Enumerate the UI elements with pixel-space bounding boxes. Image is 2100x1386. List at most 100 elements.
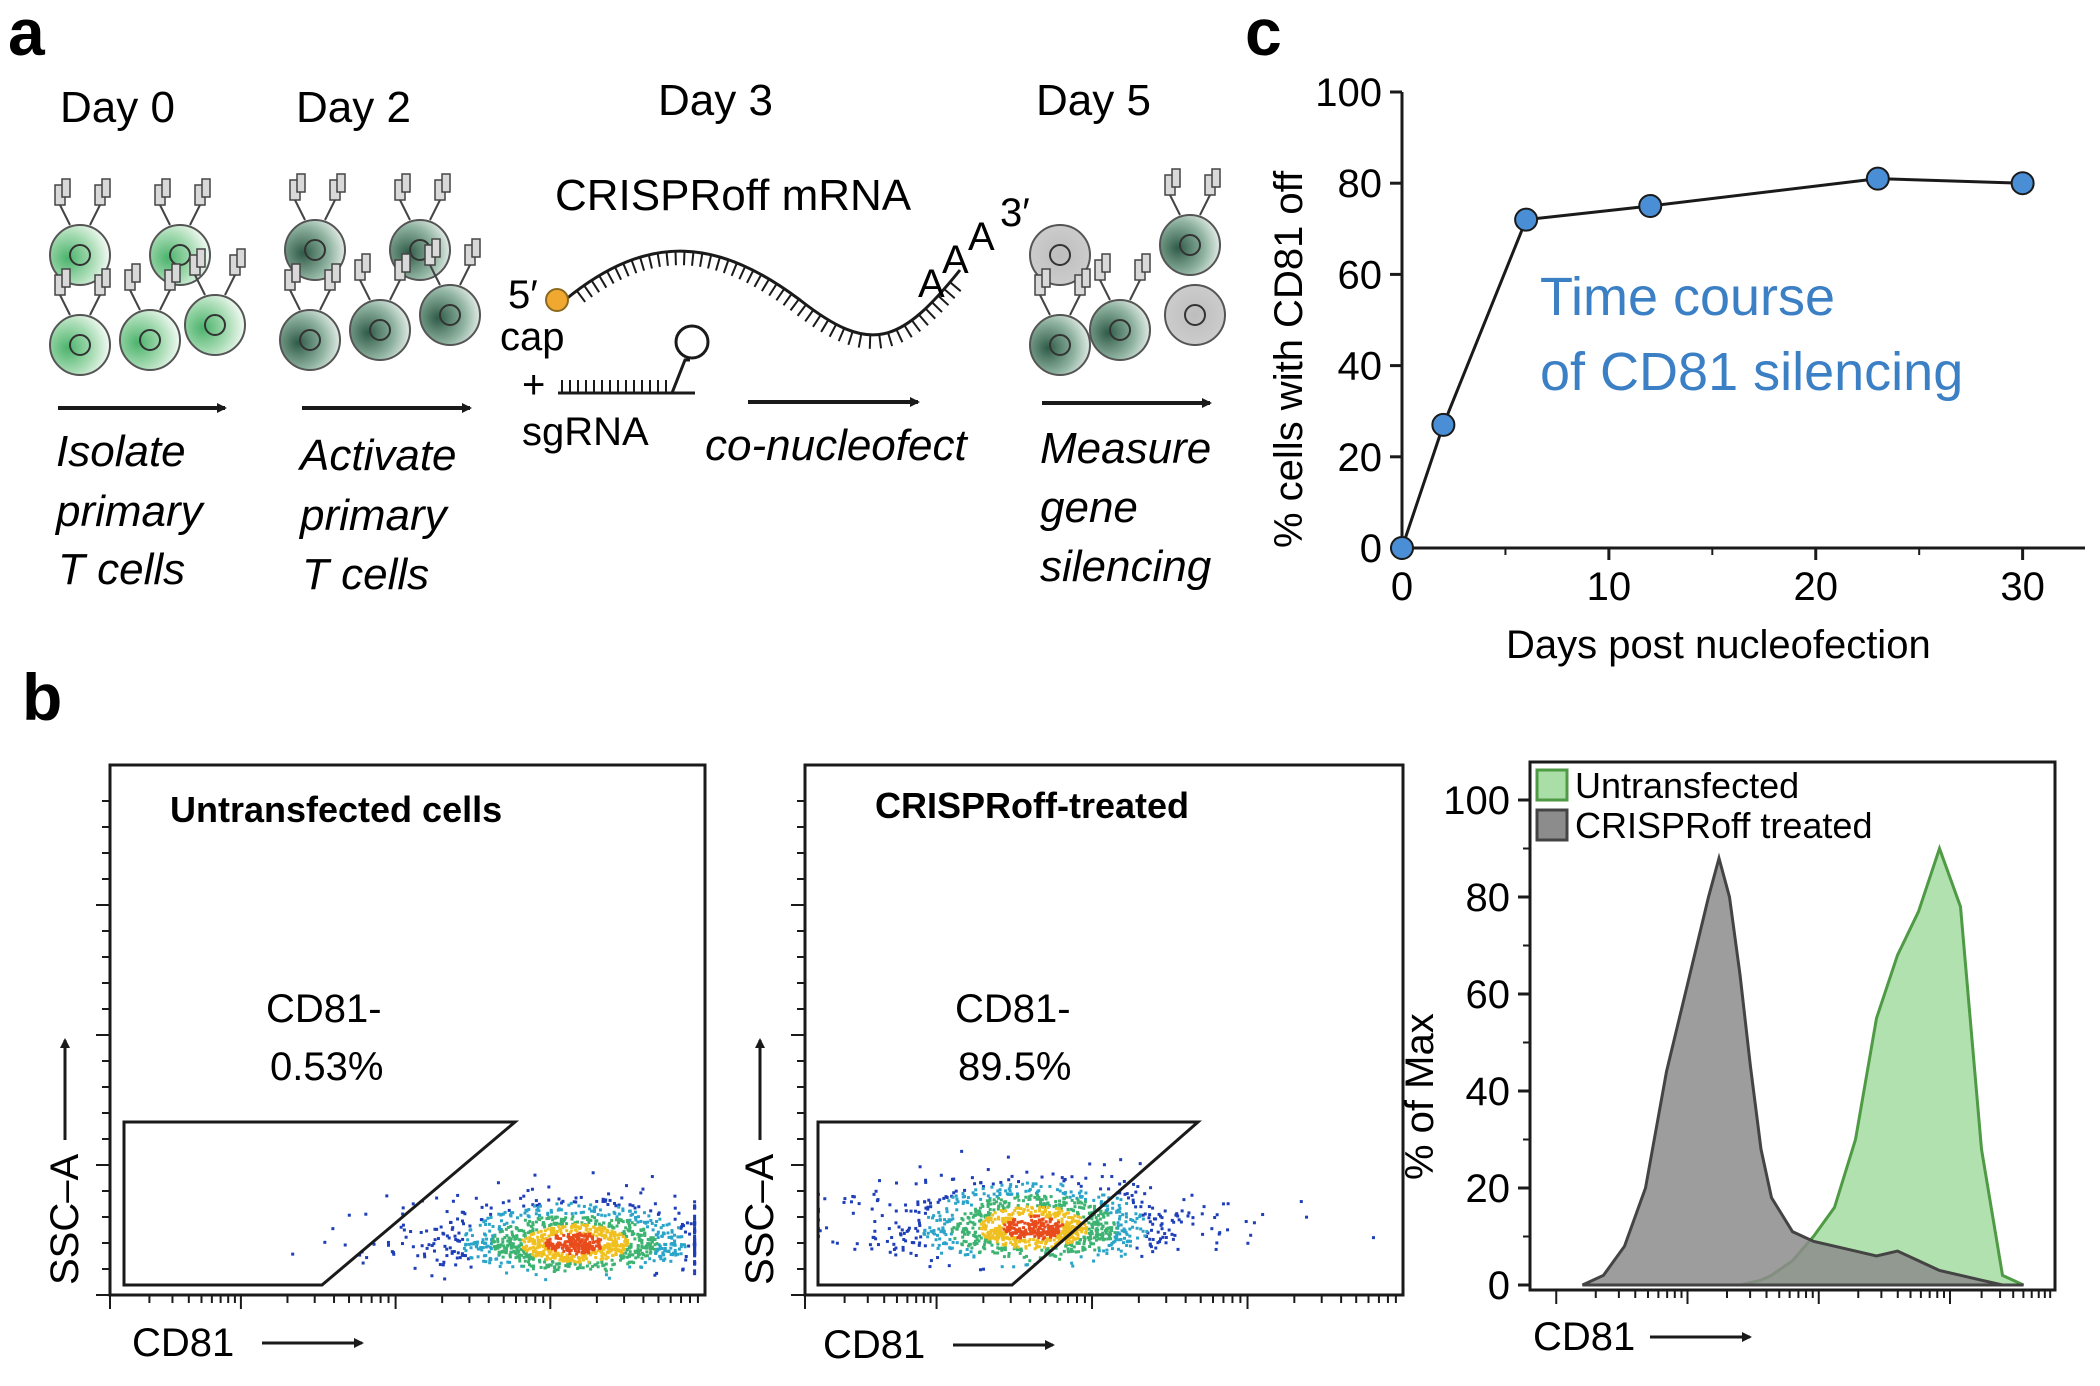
- event-dot: [636, 1215, 640, 1219]
- event-dot: [565, 1229, 569, 1233]
- event-dot: [924, 1178, 928, 1182]
- event-dot: [1099, 1200, 1103, 1204]
- event-dot: [496, 1240, 500, 1244]
- mrna-tooth: [903, 324, 913, 338]
- event-dot: [1016, 1245, 1020, 1249]
- event-dot: [1130, 1193, 1134, 1197]
- event-dot: [1044, 1215, 1048, 1219]
- event-dot: [660, 1247, 664, 1251]
- event-dot: [655, 1247, 659, 1251]
- event-dot: [548, 1257, 552, 1261]
- event-dot: [627, 1245, 631, 1249]
- event-dot: [942, 1229, 946, 1233]
- event-dot: [488, 1229, 492, 1233]
- event-dot: [890, 1236, 894, 1240]
- event-dot: [492, 1240, 496, 1244]
- annotation-line-2: of CD81 silencing: [1540, 342, 1963, 402]
- event-dot: [586, 1235, 590, 1239]
- event-dot: [558, 1242, 562, 1246]
- event-dot: [614, 1204, 618, 1208]
- event-dot: [984, 1235, 988, 1239]
- event-dot: [1062, 1249, 1066, 1253]
- event-dot: [502, 1223, 506, 1227]
- event-dot: [567, 1261, 571, 1265]
- event-dot: [435, 1258, 439, 1262]
- event-dot: [1034, 1182, 1038, 1186]
- event-dot: [560, 1251, 564, 1255]
- event-dot: [506, 1225, 510, 1229]
- event-dot: [662, 1232, 666, 1236]
- flow-axis-ticks: [791, 800, 1397, 1309]
- event-dot: [1013, 1245, 1017, 1249]
- event-dot: [979, 1236, 983, 1240]
- event-dot: [531, 1223, 535, 1227]
- event-dot: [442, 1260, 446, 1264]
- event-dot: [1032, 1225, 1036, 1229]
- event-dot: [649, 1236, 653, 1240]
- event-dot: [929, 1205, 933, 1209]
- event-dot: [1108, 1226, 1112, 1230]
- event-dot: [547, 1238, 551, 1242]
- event-dot: [661, 1223, 665, 1227]
- event-dot: [1123, 1236, 1127, 1240]
- event-dot: [586, 1247, 590, 1251]
- event-dot: [549, 1249, 553, 1253]
- event-dot: [603, 1244, 607, 1248]
- event-dot: [599, 1250, 603, 1254]
- t-cell-icon: [119, 263, 181, 371]
- event-dot: [613, 1237, 617, 1241]
- mrna-tooth: [937, 294, 950, 306]
- event-dot: [693, 1200, 697, 1204]
- event-dot: [655, 1219, 659, 1223]
- event-dot: [598, 1208, 602, 1212]
- event-dot: [560, 1246, 564, 1250]
- event-dot: [1049, 1225, 1053, 1229]
- y-tick-label: 20: [1466, 1167, 1511, 1211]
- event-dot: [991, 1182, 995, 1186]
- event-dot: [1010, 1233, 1014, 1237]
- event-dot: [1299, 1200, 1303, 1204]
- event-dot: [1054, 1200, 1058, 1204]
- event-dot: [478, 1223, 482, 1227]
- event-dot: [507, 1199, 511, 1203]
- event-dot: [494, 1244, 498, 1248]
- event-dot: [1118, 1191, 1122, 1195]
- event-dot: [636, 1255, 640, 1259]
- event-dot: [610, 1258, 614, 1262]
- event-dot: [936, 1246, 940, 1250]
- mrna-tooth: [949, 281, 962, 292]
- event-dot: [954, 1194, 958, 1198]
- receptor-icon: [1164, 168, 1181, 216]
- event-dot: [545, 1217, 549, 1221]
- event-dot: [938, 1198, 942, 1202]
- event-dot: [628, 1209, 632, 1213]
- event-dot: [1037, 1218, 1041, 1222]
- event-dot: [577, 1250, 581, 1254]
- mrna-tooth: [682, 251, 686, 266]
- x-tick-label: 10: [1587, 565, 1632, 609]
- event-dot: [608, 1198, 612, 1202]
- event-dot: [572, 1233, 576, 1237]
- mrna-tooth: [753, 274, 763, 288]
- event-dot: [573, 1221, 577, 1225]
- event-dot: [604, 1269, 608, 1273]
- event-dot: [1070, 1198, 1074, 1202]
- event-dot: [617, 1203, 621, 1207]
- event-dot: [545, 1254, 549, 1258]
- gate-label-line-1: CD81-: [955, 987, 1071, 1031]
- event-dot: [517, 1238, 521, 1242]
- event-dot: [970, 1176, 974, 1180]
- event-dot: [949, 1232, 953, 1236]
- event-dot: [579, 1211, 583, 1215]
- event-dot: [540, 1253, 544, 1257]
- event-dot: [569, 1238, 573, 1242]
- event-dot: [1080, 1201, 1084, 1205]
- event-dot: [1135, 1246, 1139, 1250]
- event-dot: [469, 1246, 473, 1250]
- event-dot: [1024, 1228, 1028, 1232]
- event-dot: [580, 1252, 584, 1256]
- event-dot: [634, 1256, 638, 1260]
- event-dot: [457, 1231, 461, 1235]
- event-dot: [926, 1207, 930, 1211]
- event-dot: [677, 1211, 681, 1215]
